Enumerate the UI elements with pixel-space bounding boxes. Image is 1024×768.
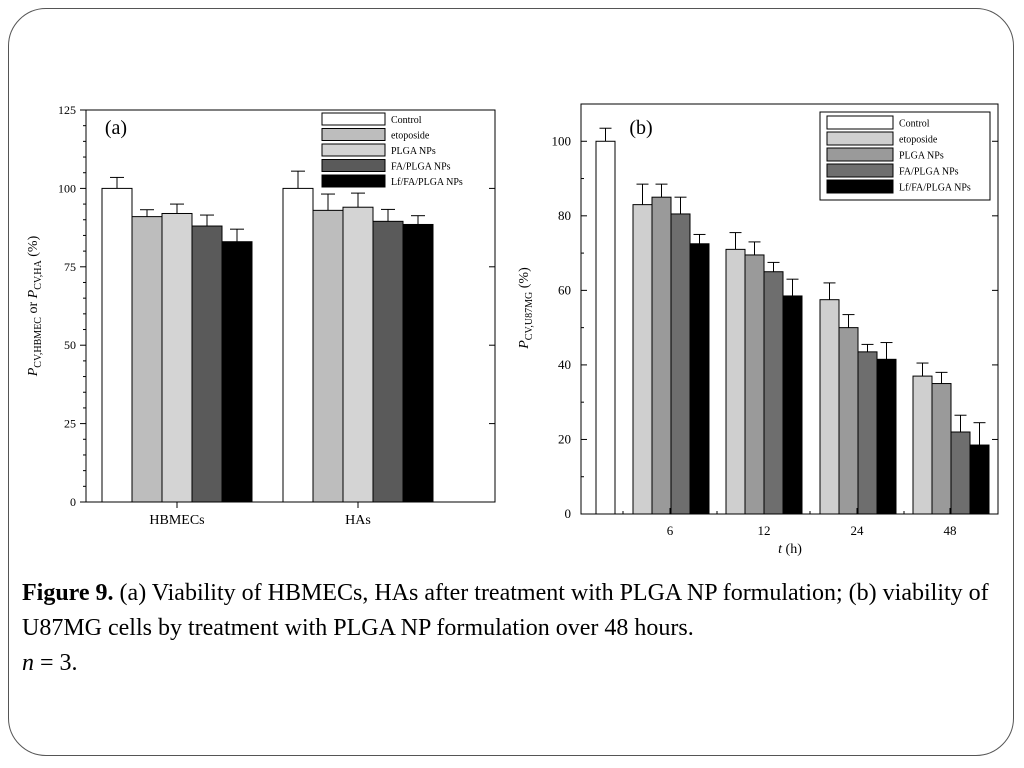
panel-label-b: (b): [629, 117, 652, 139]
bar-fa-plga-nps-6h: [670, 213, 691, 515]
chart-a: 0 25 50 75 100 125 HBMECs HAs (a) PCV,HBMEC or PC…: [26, 103, 496, 528]
legend-swatch-a-2: [321, 143, 386, 157]
bar-fa-plga-nps-24h: [857, 351, 878, 515]
bar-lf-fa-plga-nps-6h: [689, 243, 710, 515]
y-axis-label-b: PCV,U87MG (%): [517, 267, 535, 350]
y-tick-label-b: 60: [558, 282, 571, 297]
x-axis-label-b: t (h): [778, 542, 802, 557]
y-tick-label-b: 20: [558, 431, 571, 446]
plot-frame-b: [580, 103, 999, 515]
bar-control-has: [282, 187, 314, 503]
x-tick-label-b-48: 48: [944, 523, 957, 538]
caption-label: Figure 9.: [22, 580, 114, 606]
bar-fa-plga-nps-hbmecs: [191, 225, 223, 503]
bar-etoposide-6h: [632, 204, 653, 515]
bar-lf-fa-plga-nps-48h: [969, 444, 990, 515]
bar-plga-nps-hbmecs: [161, 212, 193, 503]
bar-lf-fa-plga-nps-24h: [876, 358, 897, 515]
y-tick-label-a: 0: [70, 495, 76, 509]
legend-label-a-1: etoposide: [391, 131, 430, 142]
legend-label-b-4: Lf/FA/PLGA NPs: [899, 183, 971, 194]
legend-swatch-b-1: [826, 131, 894, 146]
caption-n-symbol: n: [22, 650, 34, 676]
bar-etoposide-48h: [912, 375, 933, 515]
legend-label-a-3: FA/PLGA NPs: [391, 162, 451, 173]
bar-etoposide-hbmecs: [131, 216, 163, 503]
legend-swatch-b-2: [826, 147, 894, 162]
legend-swatch-b-0: [826, 115, 894, 130]
legend-swatch-b-4: [826, 179, 894, 194]
bar-fa-plga-nps-has: [372, 220, 404, 503]
legend-label-b-1: etoposide: [899, 135, 938, 146]
bar-etoposide-has: [312, 209, 344, 503]
y-tick-label-b: 100: [552, 133, 572, 148]
legend-label-b-3: FA/PLGA NPs: [899, 167, 959, 178]
bar-lf-fa-plga-nps-hbmecs: [221, 241, 253, 503]
bar-plga-nps-24h: [838, 327, 859, 515]
legend-label-a-2: PLGA NPs: [391, 146, 436, 157]
y-axis-label-a: PCV,HBMEC or PCV,HA (%): [26, 235, 44, 377]
figure-caption: Figure 9. (a) Viability of HBMECs, HAs a…: [22, 576, 1002, 681]
chart-b: 0 20 40 60 80 100 6 12 24 48 t (h) (b) PCV,U87MG (%)…: [517, 103, 999, 557]
bar-plga-nps-6h: [651, 196, 672, 515]
bar-plga-nps-12h: [744, 254, 765, 515]
legend-swatch-a-4: [321, 174, 386, 188]
x-tick-label-a-has: HAs: [345, 513, 371, 528]
bar-etoposide-12h: [725, 248, 746, 515]
legend-label-b-0: Control: [899, 119, 930, 130]
y-tick-label-b: 40: [558, 357, 571, 372]
x-tick-label-b-6: 6: [667, 523, 674, 538]
legend-swatch-a-3: [321, 159, 386, 172]
y-tick-label-a: 100: [58, 181, 76, 195]
legend-swatch-a-0: [321, 112, 386, 126]
legend-label-b-2: PLGA NPs: [899, 151, 944, 162]
bar-control-hbmecs: [101, 187, 133, 503]
panel-label-a: (a): [105, 117, 127, 139]
legend-swatch-b-3: [826, 163, 894, 178]
caption-n-text: = 3.: [34, 650, 78, 676]
y-tick-label-a: 25: [64, 417, 76, 431]
y-tick-label-b: 80: [558, 208, 571, 223]
y-tick-label-a: 75: [64, 260, 76, 274]
bar-fa-plga-nps-48h: [950, 431, 971, 515]
y-tick-label-a: 125: [58, 103, 76, 117]
legend-swatch-a-1: [321, 128, 386, 141]
legend-label-a-0: Control: [391, 115, 422, 126]
bar-lf-fa-plga-nps-has: [402, 223, 434, 503]
legend-label-a-4: Lf/FA/PLGA NPs: [391, 177, 463, 188]
plot-frame-a: [85, 109, 496, 503]
bar-lf-fa-plga-nps-12h: [782, 295, 803, 515]
x-tick-label-a-hbmecs: HBMECs: [149, 513, 204, 528]
legend-b: Control etoposide PLGA NPs FA/PLGA NPs Lf/FA…: [819, 111, 991, 201]
y-tick-label-a: 50: [64, 338, 76, 352]
y-tick-label-b: 0: [565, 506, 572, 521]
bar-plga-nps-48h: [931, 383, 952, 515]
bar-etoposide-24h: [819, 299, 840, 515]
x-tick-label-b-12: 12: [758, 523, 771, 538]
legend-a: Control etoposide PLGA NPs FA/PLGA NPs Lf/FA…: [321, 112, 463, 188]
bar-fa-plga-nps-12h: [763, 271, 784, 515]
bar-plga-nps-has: [342, 206, 374, 503]
bar-control-b: [595, 140, 616, 515]
caption-text: (a) Viability of HBMECs, HAs after treat…: [22, 580, 989, 641]
x-tick-label-b-24: 24: [851, 523, 865, 538]
